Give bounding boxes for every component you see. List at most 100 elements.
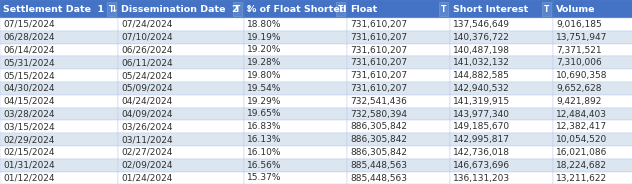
Text: 05/24/2024: 05/24/2024	[121, 71, 173, 80]
Bar	[450, 31, 553, 44]
Text: 19.29%: 19.29%	[247, 97, 281, 106]
Text: 19.65%: 19.65%	[247, 109, 281, 118]
Bar	[553, 120, 632, 133]
Text: 19.80%: 19.80%	[247, 71, 281, 80]
Bar	[450, 159, 553, 172]
Bar	[347, 31, 450, 44]
Text: 9,421,892: 9,421,892	[556, 97, 602, 106]
Text: 731,610,207: 731,610,207	[350, 45, 407, 54]
Bar	[347, 172, 450, 184]
Text: 731,610,207: 731,610,207	[350, 58, 407, 67]
Text: 140,487,198: 140,487,198	[453, 45, 510, 54]
Text: 141,319,915: 141,319,915	[453, 97, 510, 106]
Text: 136,131,203: 136,131,203	[453, 174, 510, 183]
Text: 10,054,520: 10,054,520	[556, 135, 607, 144]
Text: Dissemination Date  2  ↓: Dissemination Date 2 ↓	[121, 4, 253, 13]
Text: % of Float Shorted: % of Float Shorted	[247, 4, 346, 13]
Bar	[0, 31, 118, 44]
Bar	[336, 2, 345, 16]
Text: 731,610,207: 731,610,207	[350, 71, 407, 80]
Text: 143,977,340: 143,977,340	[453, 109, 510, 118]
Text: 04/30/2024: 04/30/2024	[3, 84, 54, 93]
Text: 19.28%: 19.28%	[247, 58, 281, 67]
Text: 7,371,521: 7,371,521	[556, 45, 602, 54]
Text: 19.20%: 19.20%	[247, 45, 281, 54]
Bar	[553, 159, 632, 172]
Text: 731,610,207: 731,610,207	[350, 84, 407, 93]
Text: 142,736,018: 142,736,018	[453, 148, 510, 157]
Text: 04/24/2024: 04/24/2024	[121, 97, 173, 106]
Bar	[244, 18, 347, 31]
Text: 12,484,403: 12,484,403	[556, 109, 607, 118]
Bar	[347, 0, 450, 18]
Bar	[450, 82, 553, 95]
Bar	[347, 82, 450, 95]
Bar	[118, 56, 244, 69]
Bar	[107, 2, 116, 16]
Bar	[118, 172, 244, 184]
Bar	[0, 44, 118, 56]
Bar	[450, 18, 553, 31]
Bar	[553, 18, 632, 31]
Text: 142,995,817: 142,995,817	[453, 135, 510, 144]
Text: 886,305,842: 886,305,842	[350, 148, 407, 157]
Text: 16.83%: 16.83%	[247, 122, 281, 131]
Bar	[553, 82, 632, 95]
Text: 06/28/2024: 06/28/2024	[3, 33, 54, 42]
Bar	[450, 120, 553, 133]
Bar	[0, 120, 118, 133]
Text: 732,541,436: 732,541,436	[350, 97, 407, 106]
Bar	[244, 31, 347, 44]
Text: 149,185,670: 149,185,670	[453, 122, 510, 131]
Text: 05/15/2024: 05/15/2024	[3, 71, 54, 80]
Bar	[450, 0, 553, 18]
Text: 7,310,006: 7,310,006	[556, 58, 602, 67]
Bar	[553, 69, 632, 82]
Text: 02/15/2024: 02/15/2024	[3, 148, 54, 157]
Bar	[0, 172, 118, 184]
Bar	[118, 0, 244, 18]
Text: T: T	[235, 4, 240, 13]
Text: 03/26/2024: 03/26/2024	[121, 122, 173, 131]
Text: 885,448,563: 885,448,563	[350, 174, 407, 183]
Text: 05/31/2024: 05/31/2024	[3, 58, 54, 67]
Text: T: T	[338, 4, 343, 13]
Bar	[0, 133, 118, 146]
Bar	[118, 95, 244, 108]
Bar	[118, 159, 244, 172]
Text: 885,448,563: 885,448,563	[350, 161, 407, 170]
Text: T: T	[441, 4, 446, 13]
Text: 16.56%: 16.56%	[247, 161, 281, 170]
Bar	[347, 120, 450, 133]
Bar	[347, 133, 450, 146]
Bar	[347, 18, 450, 31]
Text: T: T	[109, 4, 114, 13]
Bar	[553, 95, 632, 108]
Text: 01/24/2024: 01/24/2024	[121, 174, 173, 183]
Text: 10,690,358: 10,690,358	[556, 71, 607, 80]
Text: 15.37%: 15.37%	[247, 174, 281, 183]
Bar	[118, 69, 244, 82]
Text: Volume: Volume	[556, 4, 595, 13]
Text: 731,610,207: 731,610,207	[350, 33, 407, 42]
Bar	[347, 44, 450, 56]
Bar	[450, 44, 553, 56]
Text: 03/15/2024: 03/15/2024	[3, 122, 54, 131]
Text: 146,673,696: 146,673,696	[453, 161, 510, 170]
Bar	[244, 95, 347, 108]
Text: 886,305,842: 886,305,842	[350, 135, 407, 144]
Bar	[450, 69, 553, 82]
Bar	[244, 108, 347, 120]
Bar	[347, 146, 450, 159]
Text: 19.54%: 19.54%	[247, 84, 281, 93]
Bar	[118, 133, 244, 146]
Bar	[347, 56, 450, 69]
Bar	[450, 56, 553, 69]
Bar	[244, 44, 347, 56]
Bar	[118, 31, 244, 44]
Bar	[233, 2, 242, 16]
Bar	[244, 172, 347, 184]
Text: 9,016,185: 9,016,185	[556, 20, 602, 29]
Text: Short Interest: Short Interest	[453, 4, 528, 13]
Text: 02/27/2024: 02/27/2024	[121, 148, 173, 157]
